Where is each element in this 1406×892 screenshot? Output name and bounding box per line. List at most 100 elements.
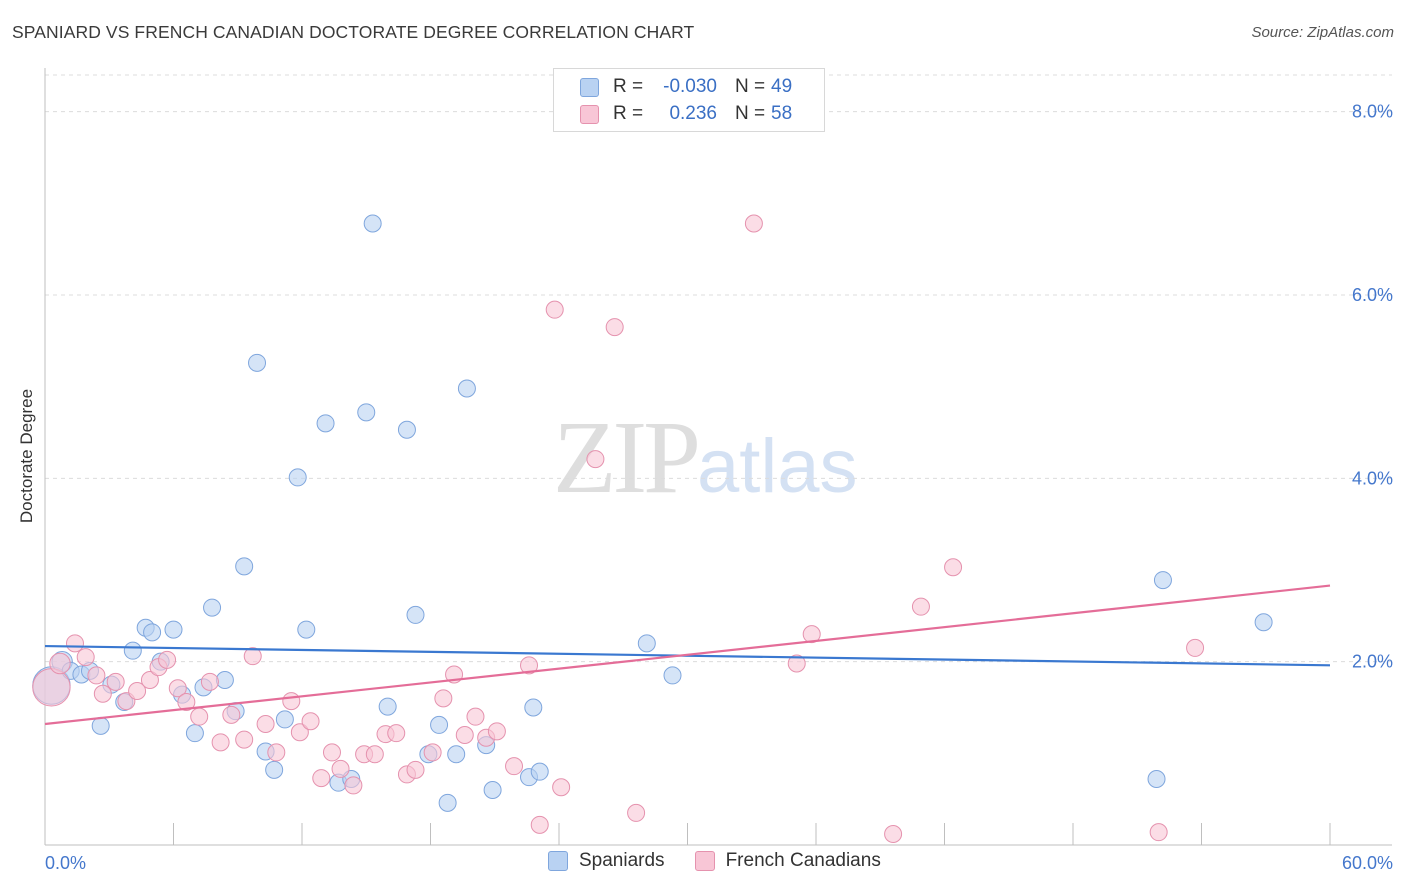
french-canadian-point [256, 715, 275, 733]
legend-row-french-canadians: R = 0.236 N = 58 [580, 102, 792, 126]
spaniard-point [524, 698, 543, 717]
legend-label-french-canadians: French Canadians [725, 850, 881, 871]
spaniard-point [1254, 613, 1273, 632]
french-canadian-point [301, 712, 320, 731]
french-canadian-point [487, 722, 506, 741]
legend-swatch-french-canadians [694, 851, 715, 871]
legend-row-spaniards: R = -0.030 N = 49 [580, 75, 792, 99]
watermark-atlas: atlas [697, 424, 858, 509]
r-label: R = [613, 76, 644, 97]
french-canadian-point [87, 666, 106, 685]
french-canadian-point [455, 726, 474, 744]
french-canadian-point [944, 558, 963, 577]
french-canadian-point [605, 318, 624, 337]
french-canadian-point [406, 760, 425, 779]
n-value: 49 [771, 76, 793, 97]
french-canadian-point [93, 684, 112, 703]
spaniard-point [185, 724, 204, 743]
french-canadian-point [65, 634, 84, 653]
series-legend: Spaniards French Canadians [548, 850, 911, 872]
french-canadian-point [466, 707, 485, 726]
french-canadian-point [545, 300, 564, 319]
spaniard-point [288, 468, 307, 487]
x-tick-label-max: 60.0% [1342, 853, 1393, 873]
french-canadian-point [32, 668, 71, 707]
french-canadian-point [344, 776, 363, 795]
spaniard-point [1153, 571, 1172, 590]
y-tick-label: 2.0% [1352, 652, 1393, 672]
spaniard-point [215, 671, 234, 689]
french-canadian-point [235, 730, 254, 749]
spaniard-point [530, 762, 549, 781]
legend-label-spaniards: Spaniards [579, 850, 665, 871]
n-value: 58 [771, 103, 793, 124]
french-canadian-point [190, 707, 209, 726]
french-canadian-point [505, 757, 524, 776]
french-canadian-point [177, 693, 196, 711]
legend-swatch-spaniards [548, 851, 568, 871]
spaniard-point [265, 760, 284, 779]
y-tick-label: 4.0% [1352, 468, 1393, 488]
spaniard-point [91, 716, 110, 735]
french-canadian-point [312, 769, 331, 788]
spaniard-point [457, 379, 476, 398]
spaniard-point [363, 214, 382, 233]
french-canadian-point [434, 689, 453, 708]
watermark: ZIPatlas [553, 398, 858, 517]
french-canadian-point [911, 597, 930, 616]
legend-swatch-french-canadians [580, 104, 599, 124]
spaniard-point [248, 353, 267, 372]
spaniard-point [297, 620, 316, 639]
french-canadian-point [243, 647, 262, 666]
french-canadian-point [586, 450, 605, 469]
french-canadian-point [158, 650, 177, 669]
r-value: -0.030 [663, 76, 717, 97]
spaniard-point [316, 414, 335, 433]
french-canadians-trend-line [44, 584, 1331, 726]
french-canadian-point [290, 723, 309, 742]
spaniard-point [447, 745, 466, 764]
french-canadian-point [200, 672, 219, 691]
spaniard-point [143, 623, 162, 642]
legend-swatch-spaniards [580, 77, 599, 97]
french-canadian-point [76, 648, 95, 667]
french-canadian-point [140, 671, 159, 689]
y-tick-label: 6.0% [1352, 285, 1393, 305]
french-canadian-point [1149, 823, 1168, 842]
r-label: R = [613, 103, 644, 124]
french-canadian-point [49, 652, 71, 675]
spaniard-point [397, 420, 416, 439]
spaniard-point [275, 710, 294, 729]
french-canadian-point [331, 759, 350, 778]
french-canadian-point [267, 743, 286, 762]
spaniard-point [378, 697, 397, 716]
french-canadian-point [211, 733, 230, 752]
spaniard-point [663, 666, 682, 685]
french-canadian-point [552, 778, 571, 797]
french-canadian-point [802, 625, 821, 644]
french-canadian-point [387, 724, 406, 743]
spaniard-point [406, 605, 425, 624]
french-canadian-point [1186, 638, 1205, 657]
n-label: N = [735, 76, 766, 97]
source-label: Source: ZipAtlas.com [1251, 24, 1394, 41]
french-canadian-point [128, 682, 147, 700]
spaniard-point [637, 634, 656, 653]
french-canadian-point [787, 654, 806, 673]
spaniard-point [1147, 770, 1166, 788]
y-axis-label: Doctorate Degree [17, 388, 36, 524]
spaniard-point [438, 793, 457, 812]
spaniard-point [123, 641, 142, 660]
french-canadian-point [322, 743, 341, 762]
legend-item-french-canadians[interactable]: French Canadians [694, 850, 881, 872]
spaniard-point [164, 620, 183, 639]
french-canadian-point [744, 214, 763, 233]
y-tick-label: 8.0% [1352, 102, 1393, 122]
x-tick-label-min: 0.0% [45, 853, 86, 873]
french-canadian-point [530, 815, 549, 834]
n-label: N = [735, 103, 766, 124]
legend-item-spaniards[interactable]: Spaniards [548, 850, 665, 872]
french-canadian-point [222, 705, 241, 724]
watermark-zip: ZIP [553, 400, 701, 515]
